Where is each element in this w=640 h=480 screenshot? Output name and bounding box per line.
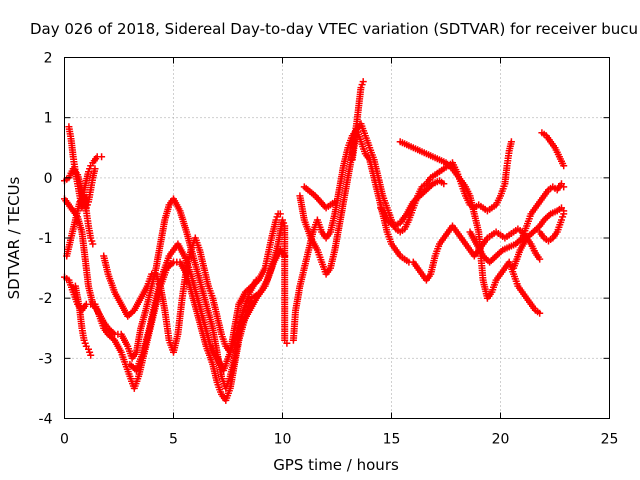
- y-axis-label: SDTVAR / TECUs: [5, 176, 23, 299]
- data-point: [87, 351, 95, 359]
- data-point: [98, 153, 106, 161]
- x-tick-label: 20: [492, 432, 510, 448]
- y-tick-label: -4: [39, 412, 53, 428]
- data-point: [536, 255, 544, 263]
- x-axis-label: GPS time / hours: [273, 456, 399, 474]
- data-point: [91, 165, 99, 173]
- series-track-10: [296, 78, 367, 278]
- series-track-15: [510, 204, 568, 272]
- series-track-12: [396, 138, 544, 317]
- data-point: [560, 183, 568, 191]
- x-tick-label: 10: [274, 432, 292, 448]
- data-point: [560, 210, 568, 218]
- data-point: [560, 162, 568, 170]
- chart-title: Day 026 of 2018, Sidereal Day-to-day VTE…: [30, 20, 638, 38]
- series-track-5: [63, 165, 99, 260]
- x-tick-label: 25: [601, 432, 619, 448]
- data-point: [276, 210, 284, 218]
- data-points: [61, 78, 568, 404]
- series-track-14: [466, 180, 568, 266]
- x-tick-label: 5: [169, 432, 178, 448]
- x-axis: 0 5 10 15 20 25: [60, 57, 619, 448]
- data-point: [507, 138, 515, 146]
- y-tick-label: -3: [39, 351, 53, 367]
- series-track-4: [61, 246, 289, 404]
- series-track-8: [126, 240, 260, 374]
- data-point: [252, 276, 260, 284]
- series-track-16: [538, 129, 568, 170]
- series-track-6: [71, 282, 95, 359]
- series-track-13: [377, 177, 448, 230]
- data-point: [283, 339, 291, 347]
- data-point: [272, 216, 280, 224]
- data-point: [331, 198, 339, 206]
- x-tick-label: 15: [383, 432, 401, 448]
- y-tick-label: 0: [44, 171, 53, 187]
- data-point: [89, 240, 97, 248]
- data-point: [536, 309, 544, 317]
- y-axis: -4 -3 -2 -1 0 1 2: [39, 51, 610, 428]
- x-tick-label: 0: [60, 432, 69, 448]
- data-point: [281, 252, 289, 260]
- series-track-17: [536, 210, 568, 245]
- data-point: [558, 216, 565, 224]
- data-point: [359, 78, 367, 86]
- y-tick-label: -2: [39, 291, 53, 307]
- y-tick-label: 2: [44, 51, 53, 67]
- y-tick-label: 1: [44, 111, 53, 127]
- y-tick-label: -1: [39, 231, 53, 247]
- data-point: [440, 180, 448, 188]
- series-track-18: [300, 183, 339, 212]
